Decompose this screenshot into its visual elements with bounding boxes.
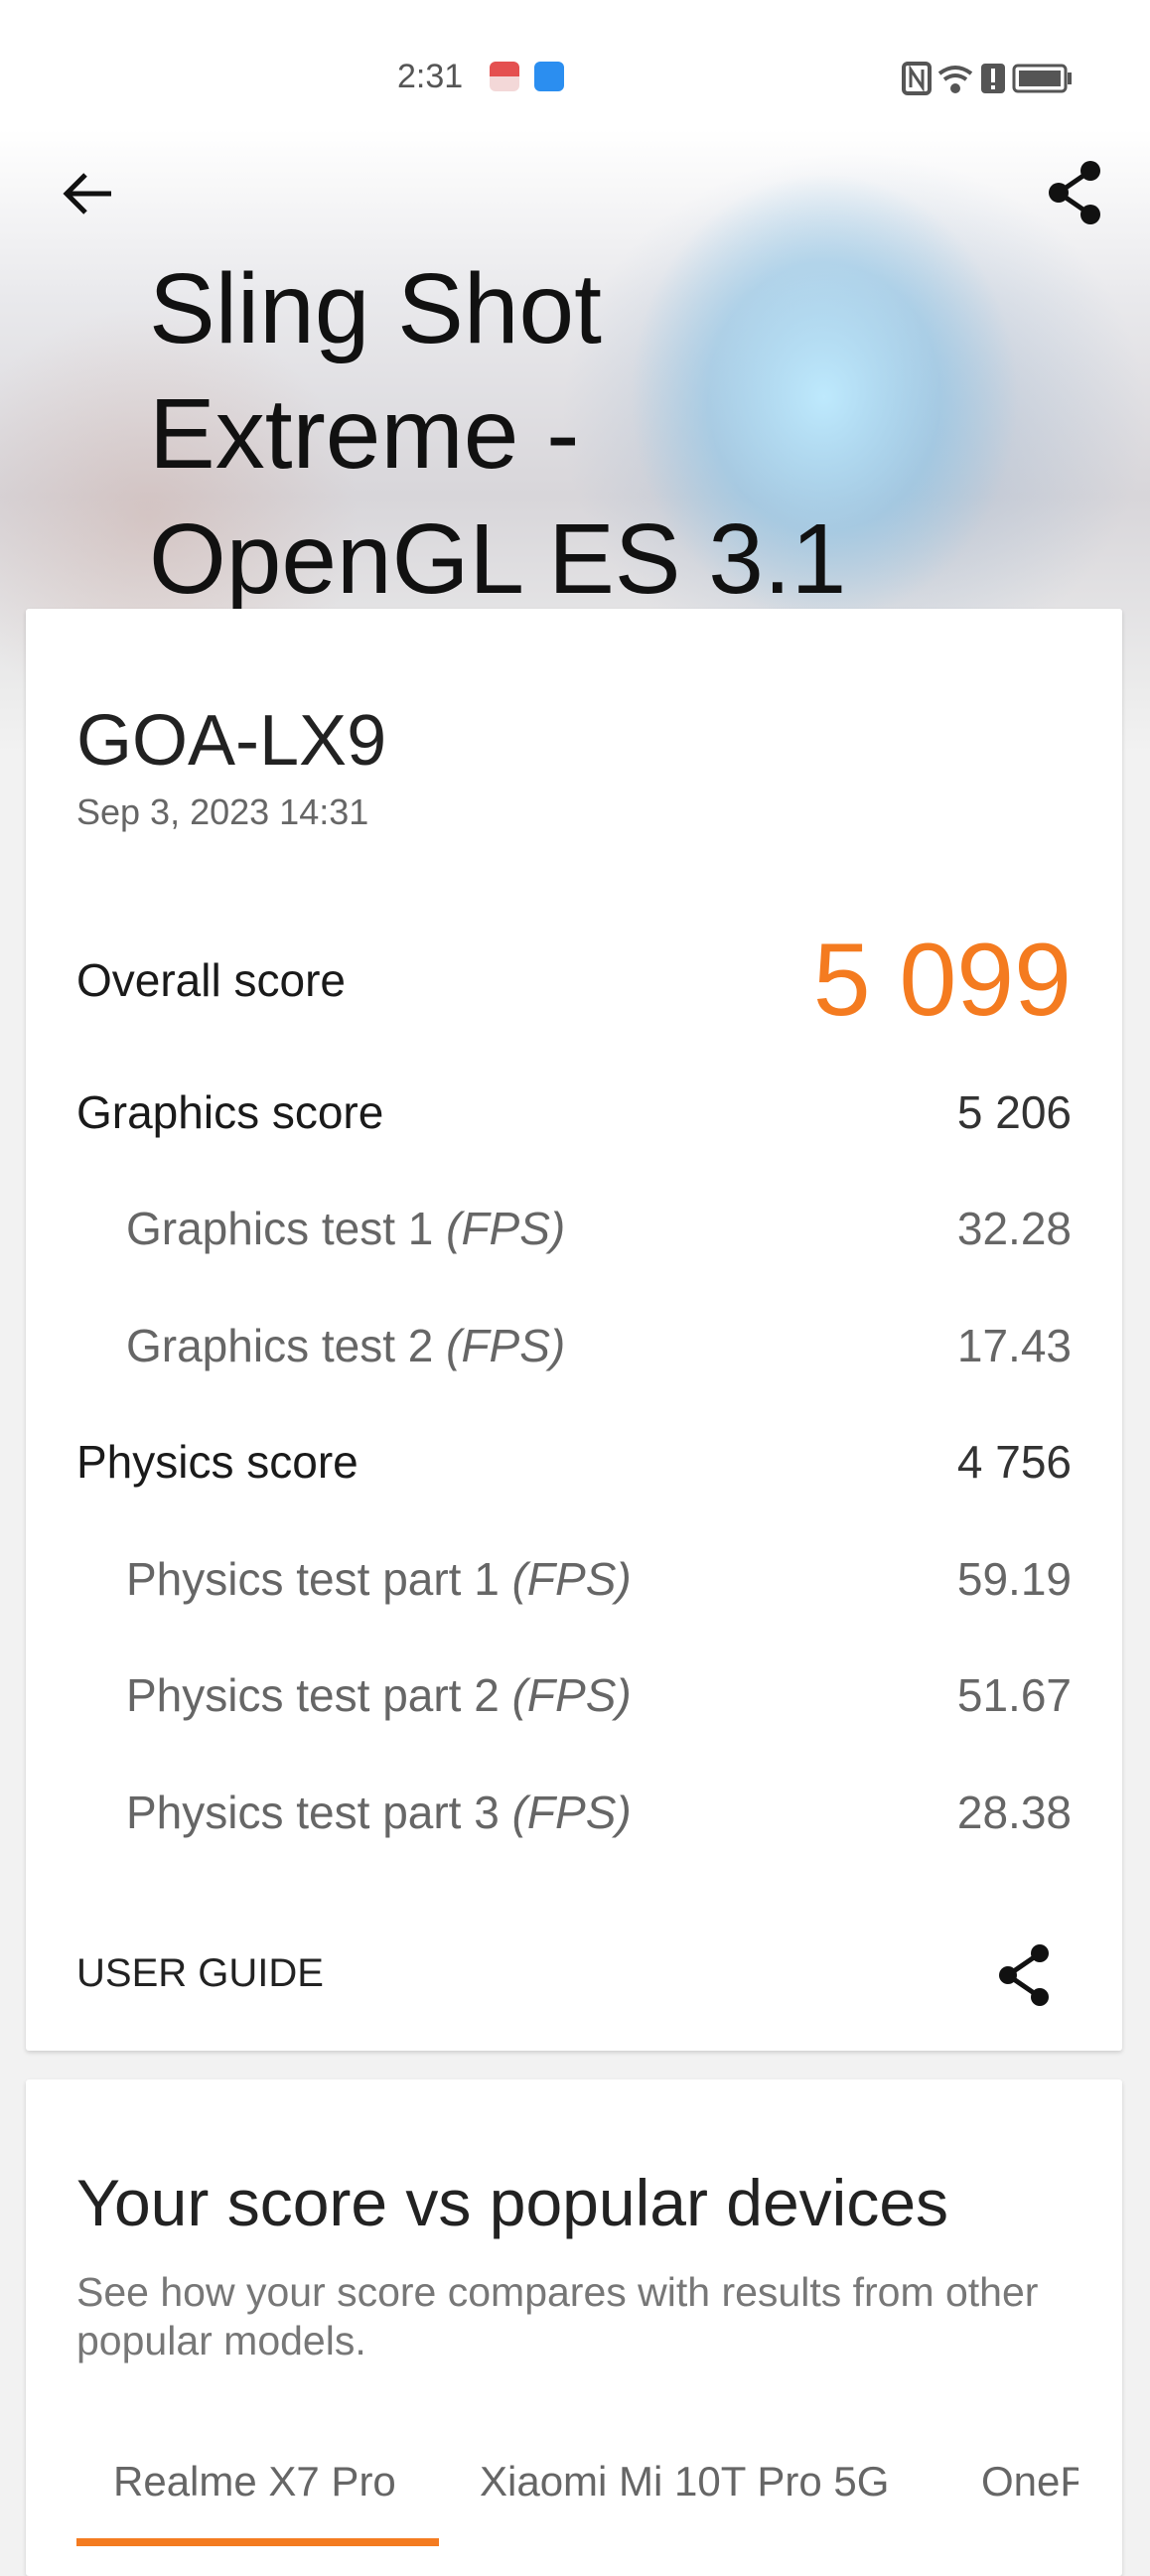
row-unit: (FPS) — [511, 1552, 632, 1605]
row-value: 32.28 — [956, 1203, 1072, 1254]
row-unit: (FPS) — [446, 1319, 566, 1371]
page-title: Sling Shot Extreme - OpenGL ES 3.1 — [149, 246, 846, 622]
compare-heading: Your score vs popular devices — [76, 2166, 949, 2239]
row-label: Physics test part 2 (FPS) — [126, 1668, 632, 1722]
tab-xiaomi-mi-10t-pro-5g[interactable]: Xiaomi Mi 10T Pro 5G — [480, 2458, 890, 2504]
cloud-app-icon — [534, 62, 564, 91]
row-value: 28.38 — [956, 1786, 1072, 1838]
row-label-text: Physics test part 3 — [126, 1786, 512, 1838]
row-label-text: Graphics score — [76, 1085, 384, 1138]
subtest-row: Graphics test 2 (FPS) 17.43 — [126, 1287, 1072, 1403]
system-icons — [902, 62, 1072, 95]
alert-icon — [981, 64, 1005, 93]
title-line: Extreme - — [149, 378, 580, 490]
row-unit: (FPS) — [446, 1203, 566, 1254]
score-row: Graphics score 5 206 — [76, 1054, 1072, 1170]
active-tab-indicator — [76, 2538, 439, 2546]
row-value: 5 206 — [956, 1085, 1072, 1138]
red-box-app-icon — [490, 62, 519, 91]
row-label-text: Physics test part 2 — [126, 1669, 512, 1721]
tab-realme-x7-pro[interactable]: Realme X7 Pro — [113, 2458, 396, 2504]
status-time: 2:31 — [397, 58, 464, 95]
score-row: Physics score 4 756 — [76, 1404, 1072, 1520]
row-label: Graphics test 2 (FPS) — [126, 1319, 565, 1372]
row-label: Graphics test 1 (FPS) — [126, 1202, 565, 1255]
row-value: 59.19 — [956, 1552, 1072, 1605]
status-bar: 2:31 — [0, 50, 1150, 105]
row-value: 51.67 — [956, 1669, 1072, 1721]
share-result-icon[interactable] — [994, 1941, 1054, 2009]
subtest-row: Graphics test 1 (FPS) 32.28 — [126, 1171, 1072, 1287]
user-guide-link[interactable]: USER GUIDE — [76, 1951, 324, 1995]
overall-score-row: Overall score 5 099 — [76, 907, 1072, 1054]
row-unit: (FPS) — [511, 1786, 632, 1838]
tab-oneplus[interactable]: OneP — [981, 2458, 1078, 2504]
row-value: 4 756 — [956, 1436, 1072, 1488]
share-icon[interactable] — [1045, 159, 1104, 226]
overall-score-label: Overall score — [76, 954, 346, 1006]
row-label: Physics test part 3 (FPS) — [126, 1786, 632, 1839]
row-label: Physics score — [76, 1435, 359, 1489]
row-label: Graphics score — [76, 1085, 383, 1139]
row-label-text: Graphics test 1 — [126, 1203, 447, 1254]
battery-icon — [1012, 64, 1072, 93]
nfc-icon — [902, 62, 932, 95]
result-date: Sep 3, 2023 14:31 — [76, 791, 369, 832]
row-label-text: Physics score — [76, 1436, 359, 1488]
title-line: Sling Shot — [149, 253, 602, 364]
result-card: GOA-LX9 Sep 3, 2023 14:31 Overall score … — [26, 609, 1122, 2051]
row-unit: (FPS) — [511, 1669, 632, 1721]
row-label: Physics test part 1 (FPS) — [126, 1552, 632, 1606]
overall-score-value: 5 099 — [812, 922, 1072, 1038]
subtest-row: Physics test part 3 (FPS) 28.38 — [126, 1754, 1072, 1870]
compare-subtitle: See how your score compares with results… — [76, 2269, 1039, 2363]
wifi-icon — [937, 66, 973, 93]
subtest-row: Physics test part 2 (FPS) 51.67 — [126, 1638, 1072, 1754]
row-value: 17.43 — [956, 1319, 1072, 1371]
subtest-row: Physics test part 1 (FPS) 59.19 — [126, 1520, 1072, 1637]
compare-card: Your score vs popular devices See how yo… — [26, 2079, 1122, 2576]
device-name: GOA-LX9 — [76, 701, 387, 781]
row-label-text: Physics test part 1 — [126, 1552, 512, 1605]
arrow-left-icon[interactable] — [60, 169, 115, 218]
title-line: OpenGL ES 3.1 — [149, 503, 847, 615]
row-label-text: Graphics test 2 — [126, 1319, 447, 1371]
